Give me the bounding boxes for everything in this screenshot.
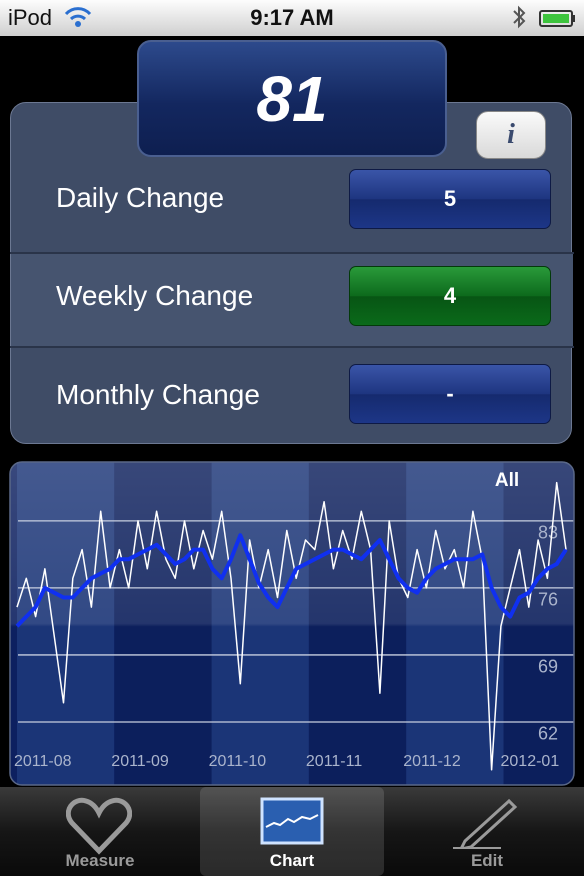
series-line (16, 481, 567, 771)
x-tick-label: 2011-12 (403, 753, 461, 770)
separator (10, 252, 574, 254)
x-tick-label: 2011-11 (306, 753, 362, 770)
change-value: 5 (349, 169, 551, 229)
tab-label: Chart (269, 851, 315, 870)
x-tick-label: 2012-01 (501, 753, 560, 770)
y-tick-label: 76 (538, 590, 558, 610)
status-bar: iPod 9:17 AM (0, 0, 584, 36)
x-tick-label: 2011-09 (111, 753, 169, 770)
y-tick-label: 62 (538, 724, 558, 744)
tab-label: Edit (470, 851, 504, 870)
row-label: Weekly Change (56, 280, 254, 311)
current-value: 81 (137, 40, 447, 157)
gloss (10, 462, 574, 785)
chart-icon (260, 797, 324, 845)
change-value: - (349, 364, 551, 424)
tab[interactable]: Edit (395, 787, 579, 876)
x-tick-label: 2011-08 (14, 753, 72, 770)
range-label[interactable]: All (495, 470, 519, 491)
wifi-icon (64, 7, 92, 27)
pencil-icon (453, 798, 518, 849)
chart: 83 76 69 62 2011-08 2011-09 2011-10 2011-11 2011… (9, 461, 575, 786)
tab-label: Measure (65, 851, 135, 870)
info-button[interactable]: i (476, 111, 546, 159)
separator (10, 346, 574, 348)
y-tick-label: 83 (538, 523, 558, 543)
tab[interactable]: Measure (8, 787, 192, 876)
tab-bar: Measure Chart Edit (0, 787, 584, 876)
clock: 9:17 AM (250, 5, 334, 30)
row-label: Monthly Change (56, 379, 260, 410)
change-value: 4 (349, 266, 551, 326)
tab[interactable]: Chart (200, 787, 384, 876)
heart-icon (66, 797, 132, 855)
chart-border (9, 461, 575, 786)
battery-bt (513, 5, 575, 29)
x-tick-label: 2011-10 (209, 753, 267, 770)
series-line (15, 533, 568, 628)
carrier: iPod (8, 5, 53, 30)
row-label: Daily Change (56, 182, 225, 213)
y-tick-label: 69 (538, 657, 558, 677)
